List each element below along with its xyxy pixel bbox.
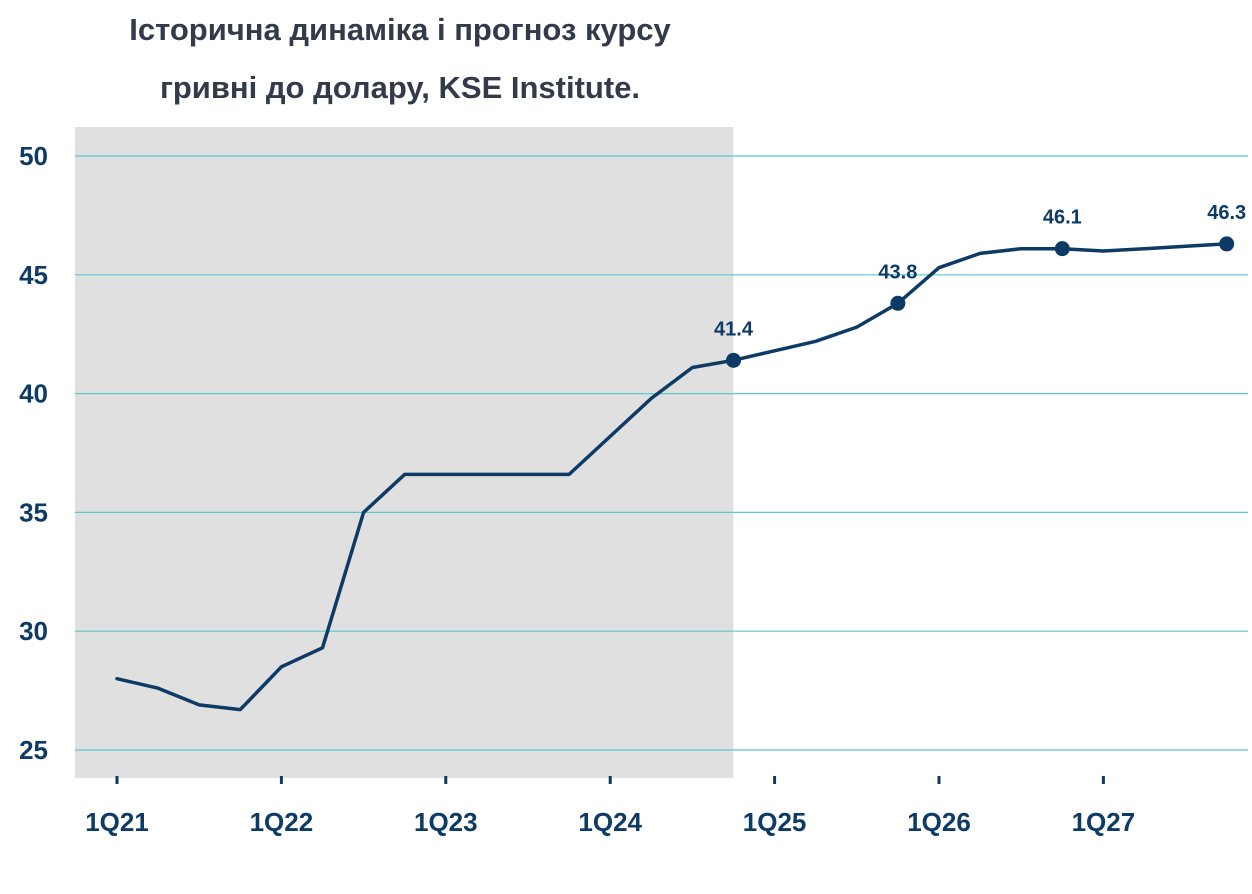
x-tick-label: 1Q27 — [1072, 807, 1136, 837]
y-tick-label: 35 — [19, 497, 48, 527]
highlight-point — [1054, 241, 1070, 257]
y-tick-label: 30 — [19, 616, 48, 646]
chart-title-line1: Історична динаміка і прогноз курсу — [129, 12, 671, 47]
x-tick-label: 1Q21 — [85, 807, 149, 837]
x-tick-label: 1Q26 — [907, 807, 971, 837]
y-tick-label: 45 — [19, 260, 48, 290]
series-line — [115, 242, 1229, 712]
y-tick-label: 50 — [19, 141, 48, 171]
y-tick-label: 25 — [19, 735, 48, 765]
historical-shade — [75, 127, 734, 778]
y-tick-label: 40 — [19, 379, 48, 409]
chart-title-line2: гривні до долару, KSE Institute. — [159, 70, 641, 105]
data-label: 46.1 — [1043, 207, 1082, 229]
x-tick-label: 1Q23 — [414, 807, 478, 837]
highlight-point — [890, 295, 906, 311]
highlight-point — [1219, 236, 1235, 252]
x-tick-label: 1Q22 — [250, 807, 314, 837]
data-label: 41.4 — [714, 318, 754, 340]
x-tick-label: 1Q25 — [743, 807, 807, 837]
data-label: 46.3 — [1207, 202, 1246, 224]
data-label: 43.8 — [878, 261, 917, 283]
highlight-point — [726, 352, 741, 368]
x-tick-label: 1Q24 — [578, 807, 642, 837]
